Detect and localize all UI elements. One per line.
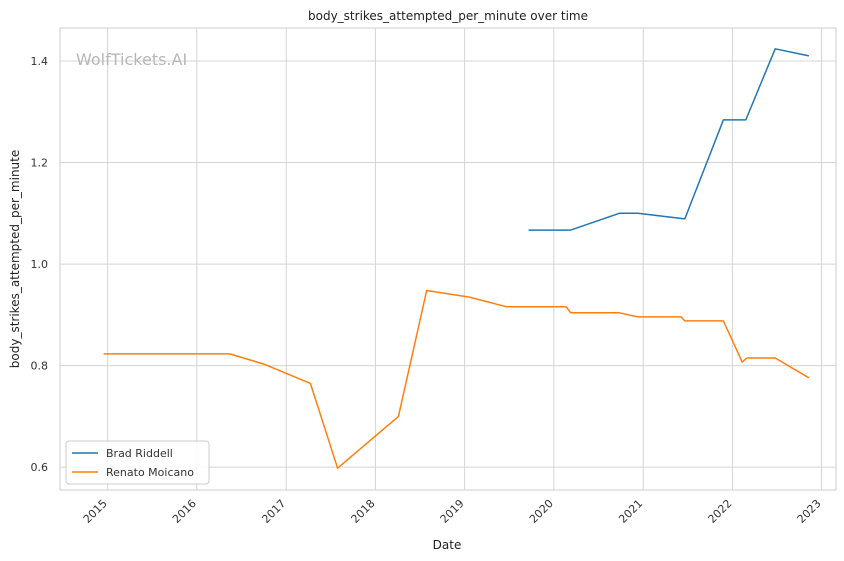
x-tick-label-2023: 2023 <box>795 497 824 526</box>
y-tick-labels: 0.6 0.8 1.0 1.2 1.4 <box>31 55 49 474</box>
series-line-renato-moicano <box>103 289 810 469</box>
x-tick-label-2020: 2020 <box>527 497 556 526</box>
y-axis-title: body_strikes_attempted_per_minute <box>8 150 22 368</box>
x-tick-label-2016: 2016 <box>170 497 199 526</box>
plot-area <box>59 27 837 491</box>
y-tick-label-1-0: 1.0 <box>31 258 49 271</box>
series-lines <box>103 48 810 469</box>
y-tick-label-1-4: 1.4 <box>31 55 49 68</box>
series-line-brad-riddell <box>528 48 810 231</box>
x-axis-title: Date <box>433 538 462 552</box>
x-tick-label-2017: 2017 <box>259 497 288 526</box>
legend: Brad Riddell Renato Moicano <box>65 440 210 485</box>
legend-label-renato-moicano: Renato Moicano <box>106 466 194 479</box>
x-tick-label-2022: 2022 <box>706 497 735 526</box>
x-tick-labels: 2015 2016 2017 2018 2019 2020 2021 2022 2023 <box>81 497 824 526</box>
legend-box <box>65 440 210 485</box>
chart-title: body_strikes_attempted_per_minute over t… <box>308 9 588 23</box>
y-tick-label-0-8: 0.8 <box>31 360 49 373</box>
x-tick-label-2015: 2015 <box>81 497 110 526</box>
y-tick-label-0-6: 0.6 <box>31 461 49 474</box>
x-tick-label-2021: 2021 <box>616 497 645 526</box>
legend-label-brad-riddell: Brad Riddell <box>106 447 173 460</box>
x-tick-label-2019: 2019 <box>438 497 467 526</box>
y-tick-label-1-2: 1.2 <box>31 157 49 170</box>
watermark: WolfTickets.AI <box>76 50 187 69</box>
x-tick-label-2018: 2018 <box>349 497 378 526</box>
